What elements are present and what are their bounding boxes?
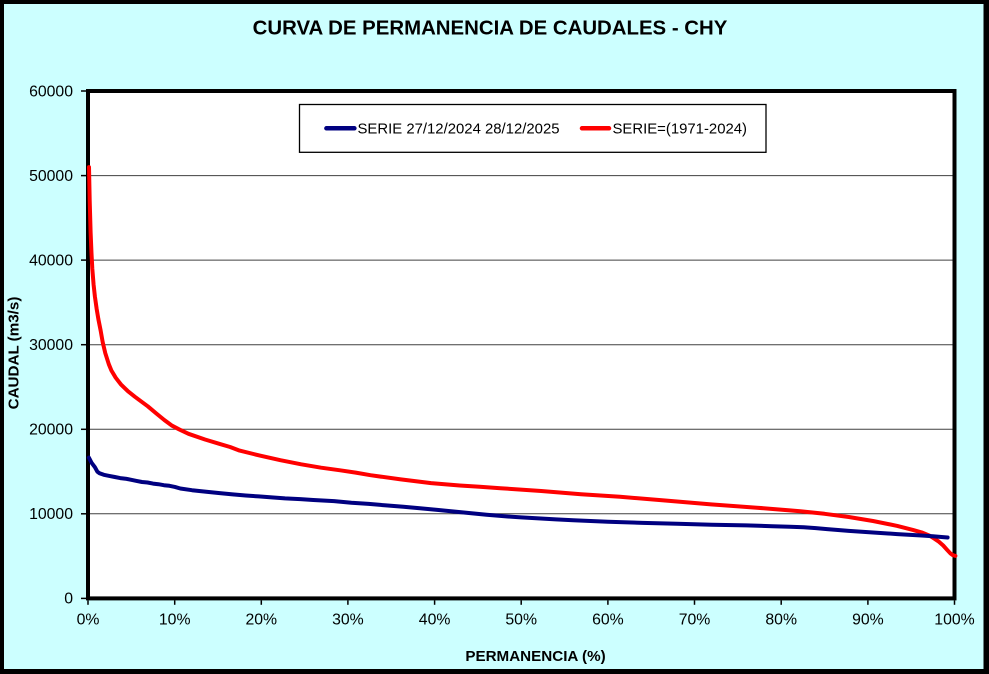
svg-text:30%: 30% <box>332 612 364 629</box>
svg-text:50%: 50% <box>505 612 537 629</box>
svg-text:SERIE=(1971-2024): SERIE=(1971-2024) <box>613 122 748 138</box>
svg-text:10000: 10000 <box>29 506 73 523</box>
svg-text:PERMANENCIA (%): PERMANENCIA (%) <box>465 648 605 665</box>
svg-text:40%: 40% <box>419 612 451 629</box>
svg-text:60%: 60% <box>592 612 624 629</box>
svg-text:100%: 100% <box>934 612 974 629</box>
svg-text:SERIE 27/12/2024 28/12/2025: SERIE 27/12/2024 28/12/2025 <box>358 122 560 138</box>
svg-text:40000: 40000 <box>29 252 73 269</box>
svg-text:20000: 20000 <box>29 422 73 439</box>
svg-text:80%: 80% <box>765 612 797 629</box>
svg-text:60000: 60000 <box>29 83 73 100</box>
svg-text:30000: 30000 <box>29 337 73 354</box>
svg-text:CURVA DE PERMANENCIA DE CAUDAL: CURVA DE PERMANENCIA DE CAUDALES - CHY <box>253 18 728 40</box>
svg-text:0: 0 <box>64 591 73 608</box>
svg-text:90%: 90% <box>852 612 884 629</box>
svg-text:70%: 70% <box>679 612 711 629</box>
svg-text:CAUDAL (m3/s): CAUDAL (m3/s) <box>6 297 23 410</box>
svg-text:20%: 20% <box>245 612 277 629</box>
svg-text:0%: 0% <box>77 612 100 629</box>
svg-text:50000: 50000 <box>29 168 73 185</box>
svg-text:10%: 10% <box>159 612 191 629</box>
